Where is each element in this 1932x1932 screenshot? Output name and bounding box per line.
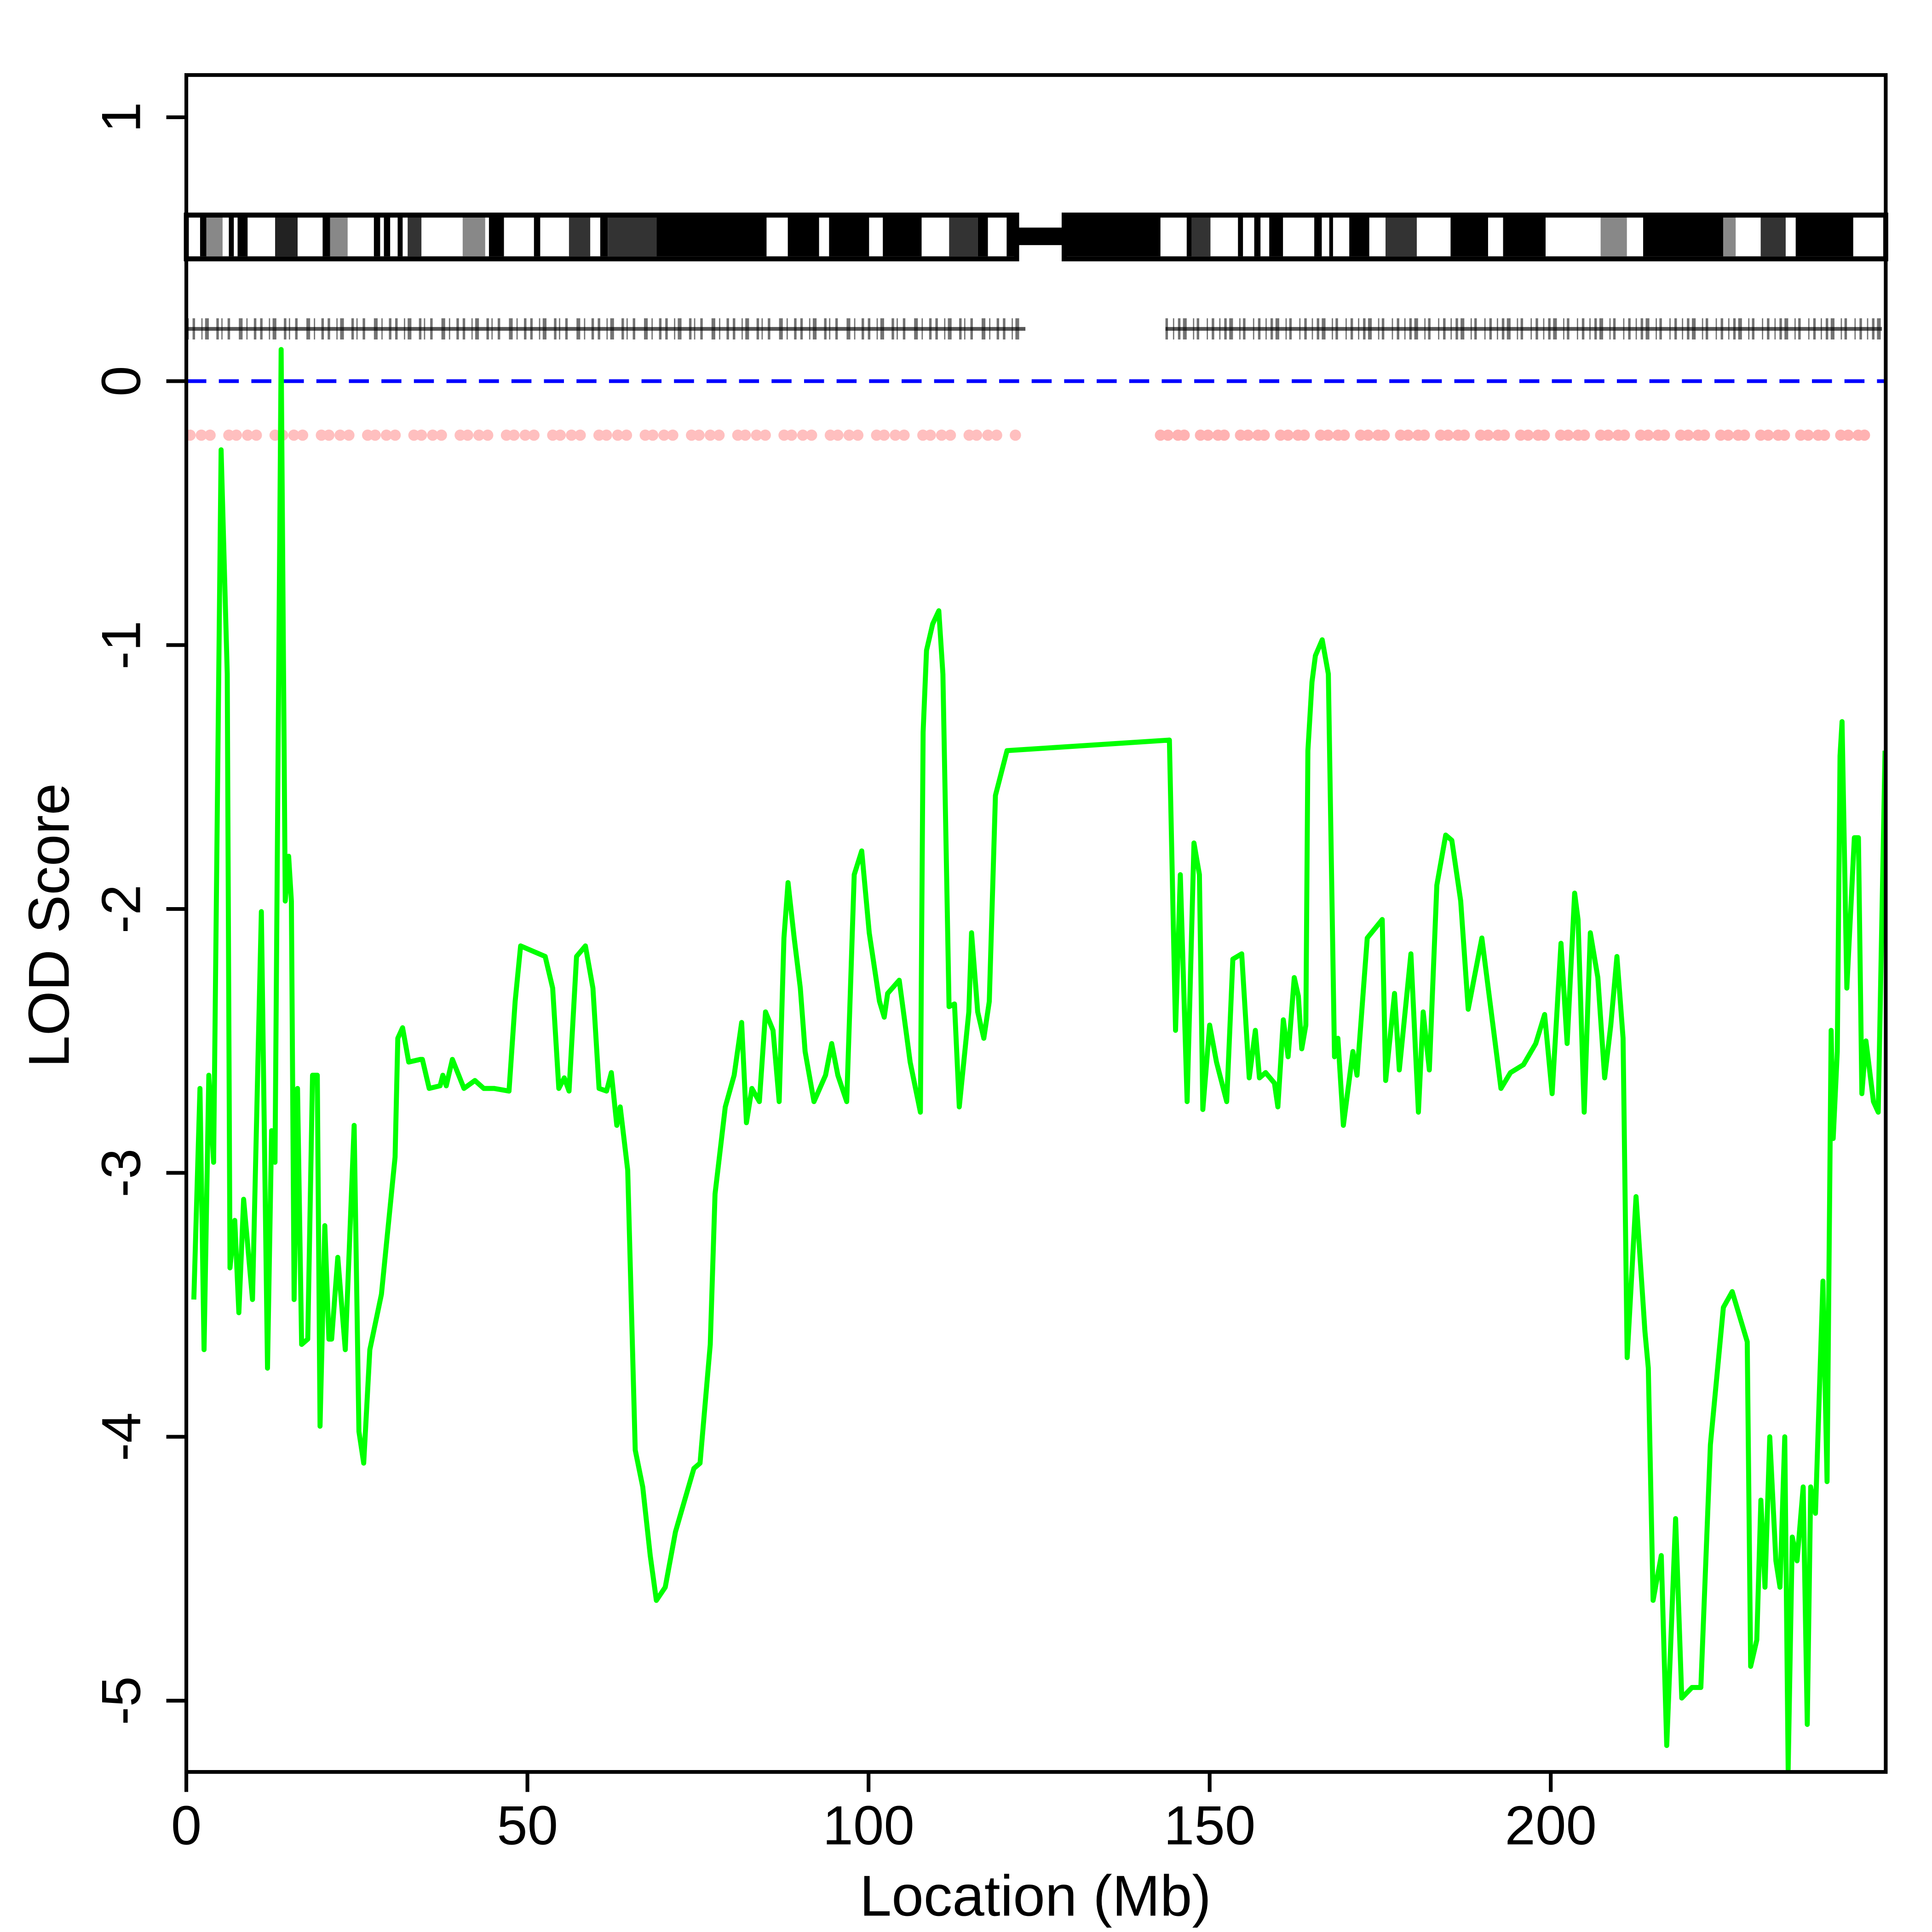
cytoband xyxy=(1450,218,1488,257)
x-tick-label: 0 xyxy=(171,1795,202,1857)
cytoband xyxy=(1503,218,1546,257)
cytoband xyxy=(1064,218,1161,257)
marker-track xyxy=(184,318,1884,441)
y-tick-label: 0 xyxy=(91,366,152,397)
cytoband xyxy=(656,218,767,257)
y-tick-label: -4 xyxy=(91,1412,152,1461)
cytoband xyxy=(1238,218,1243,257)
cytoband xyxy=(569,218,591,257)
cytoband xyxy=(322,218,330,257)
cytoband xyxy=(1760,218,1786,257)
x-tick-label: 200 xyxy=(1505,1795,1597,1857)
cytoband xyxy=(200,218,207,257)
cytoband xyxy=(489,218,504,257)
y-axis-label: LOD Score xyxy=(17,783,81,1067)
cytoband xyxy=(1386,218,1417,257)
x-tick-label: 150 xyxy=(1164,1795,1256,1857)
y-tick-label: 1 xyxy=(91,102,152,133)
cytoband xyxy=(237,218,248,257)
cytoband xyxy=(408,218,422,257)
cytoband xyxy=(275,218,298,257)
centromere xyxy=(1017,227,1064,245)
cytoband xyxy=(788,218,819,257)
cytoband xyxy=(978,218,988,257)
y-tick-label: -3 xyxy=(91,1149,152,1197)
cytoband xyxy=(1643,218,1724,257)
cytoband xyxy=(229,218,234,257)
lod-line xyxy=(191,347,1886,1772)
cytoband xyxy=(883,218,922,257)
y-tick-label: -2 xyxy=(91,885,152,933)
plot-area: 0 50 100 150 200 -5 -4 -3 -2 -1 0 1 xyxy=(91,102,1886,1857)
y-tick-label: -5 xyxy=(91,1676,152,1725)
cytoband xyxy=(1600,218,1627,257)
cytoband xyxy=(1795,218,1853,257)
cytoband xyxy=(462,218,485,257)
cytoband xyxy=(374,218,380,257)
cytoband xyxy=(1314,218,1322,257)
cytoband xyxy=(1186,218,1192,257)
y-tick-label: -1 xyxy=(91,621,152,669)
x-tick-label: 50 xyxy=(497,1795,558,1857)
cytoband xyxy=(1269,218,1283,257)
cytoband xyxy=(829,218,869,257)
cytoband xyxy=(949,218,978,257)
cytoband xyxy=(1006,218,1017,257)
cytoband xyxy=(600,218,608,257)
x-tick-label: 100 xyxy=(822,1795,914,1857)
cytoband xyxy=(1191,218,1211,257)
cytoband xyxy=(1349,218,1369,257)
x-axis-label: Location (Mb) xyxy=(860,1864,1211,1928)
plot-frame xyxy=(184,73,1888,1774)
cytoband xyxy=(608,218,657,257)
cytoband xyxy=(206,218,223,257)
cytoband xyxy=(1254,218,1261,257)
cytoband xyxy=(384,218,391,257)
cytoband xyxy=(534,218,540,257)
cytoband xyxy=(1723,218,1736,257)
ideogram xyxy=(184,213,1888,262)
cytoband xyxy=(397,218,403,257)
cytoband xyxy=(330,218,348,257)
cytoband xyxy=(1329,218,1333,257)
